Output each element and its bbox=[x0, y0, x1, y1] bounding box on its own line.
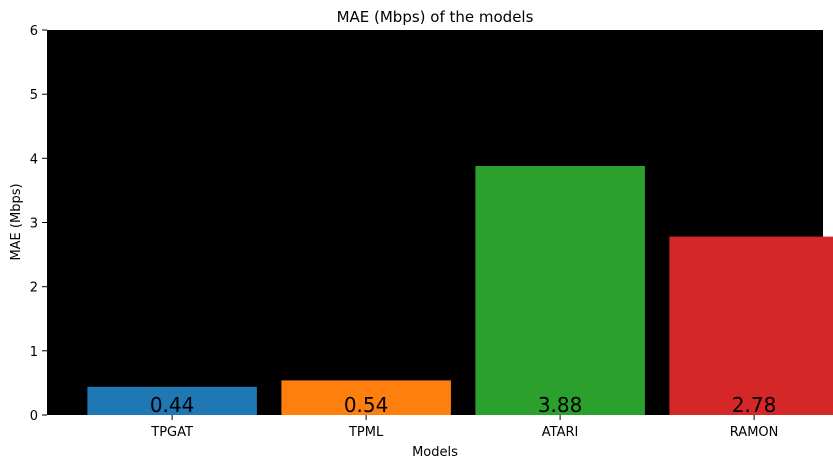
data-label-atari: 3.88 bbox=[538, 393, 583, 417]
x-tick-label-tpgat: TPGAT bbox=[150, 425, 193, 440]
y-axis: 0 1 2 3 4 5 6 bbox=[30, 24, 47, 424]
y-tick-label-5: 5 bbox=[30, 88, 38, 103]
bar-atari bbox=[475, 166, 645, 415]
x-axis: TPGAT TPML ATARI RAMON bbox=[150, 415, 778, 440]
x-axis-label: Models bbox=[412, 445, 458, 460]
x-tick-label-atari: ATARI bbox=[542, 425, 579, 440]
y-tick-label-2: 2 bbox=[30, 281, 38, 296]
bar-tpgat bbox=[87, 386, 257, 415]
y-tick-label-6: 6 bbox=[30, 24, 38, 39]
chart-title: MAE (Mbps) of the models bbox=[337, 8, 534, 26]
data-label-ramon: 2.78 bbox=[732, 393, 777, 417]
bar-ramon bbox=[669, 236, 833, 415]
data-label-tpgat: 0.44 bbox=[150, 393, 195, 417]
data-labels-group: 0.44 0.54 3.88 2.78 bbox=[150, 393, 777, 417]
y-tick-label-1: 1 bbox=[30, 345, 38, 360]
bars-group bbox=[87, 166, 833, 415]
y-axis-label: MAE (Mbps) bbox=[9, 183, 24, 260]
data-label-tpml: 0.54 bbox=[344, 393, 389, 417]
x-tick-label-tpml: TPML bbox=[348, 425, 384, 440]
y-tick-label-0: 0 bbox=[30, 409, 38, 424]
x-tick-label-ramon: RAMON bbox=[730, 425, 779, 440]
bar-tpml bbox=[281, 380, 451, 415]
y-tick-label-3: 3 bbox=[30, 217, 38, 232]
y-tick-label-4: 4 bbox=[30, 152, 38, 167]
